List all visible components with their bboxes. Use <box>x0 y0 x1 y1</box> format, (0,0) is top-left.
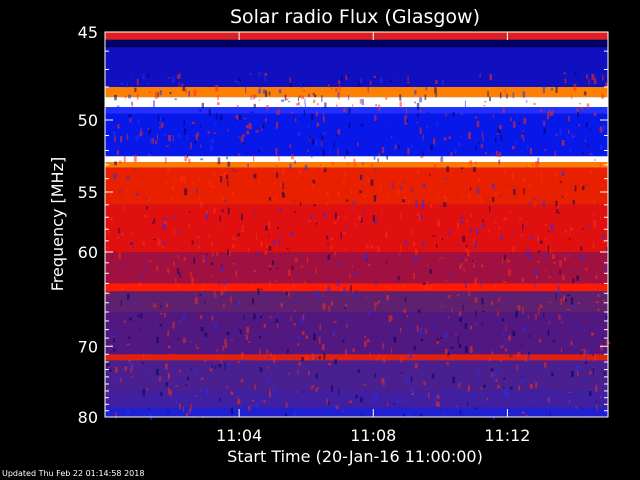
band-11 <box>105 252 608 284</box>
band-13 <box>105 291 608 312</box>
x-axis-label: Start Time (20-Jan-16 11:00:00) <box>227 447 483 466</box>
y-tick-label: 80 <box>78 408 98 427</box>
band-6 <box>105 113 608 157</box>
band-14 <box>105 312 608 355</box>
y-tick-label: 70 <box>78 337 98 356</box>
band-16 <box>105 360 608 391</box>
band-9 <box>105 167 608 205</box>
band-2 <box>105 47 608 87</box>
band-12 <box>105 283 608 292</box>
band-0 <box>105 32 608 40</box>
y-axis-label: Frequency [MHz] <box>48 157 67 291</box>
y-axis: 45 50 55 60 70 80 <box>78 23 608 427</box>
band-7 <box>105 156 608 162</box>
y-tick-label: 60 <box>78 243 98 262</box>
noise-texture <box>105 72 611 423</box>
band-5 <box>105 107 608 114</box>
band-4 <box>105 97 608 108</box>
plot-frame <box>104 31 609 418</box>
band-10 <box>105 204 608 252</box>
band-3 <box>105 87 608 98</box>
x-axis: 11:04 11:08 11:12 <box>216 32 530 445</box>
x-tick-label: 11:12 <box>484 426 530 445</box>
band-15 <box>105 354 608 361</box>
y-tick-label: 50 <box>78 111 98 130</box>
plot-area <box>104 31 611 423</box>
x-tick-label: 11:04 <box>216 426 262 445</box>
y-tick-label: 55 <box>78 183 98 202</box>
band-1 <box>105 39 608 48</box>
updated-timestamp: Updated Thu Feb 22 01:14:58 2018 <box>2 469 145 478</box>
chart-title: Solar radio Flux (Glasgow) <box>230 6 480 28</box>
x-tick-label: 11:08 <box>350 426 396 445</box>
band-17 <box>105 390 608 408</box>
y-tick-label: 45 <box>78 23 98 42</box>
band-8 <box>105 162 608 168</box>
band-18 <box>105 407 608 417</box>
